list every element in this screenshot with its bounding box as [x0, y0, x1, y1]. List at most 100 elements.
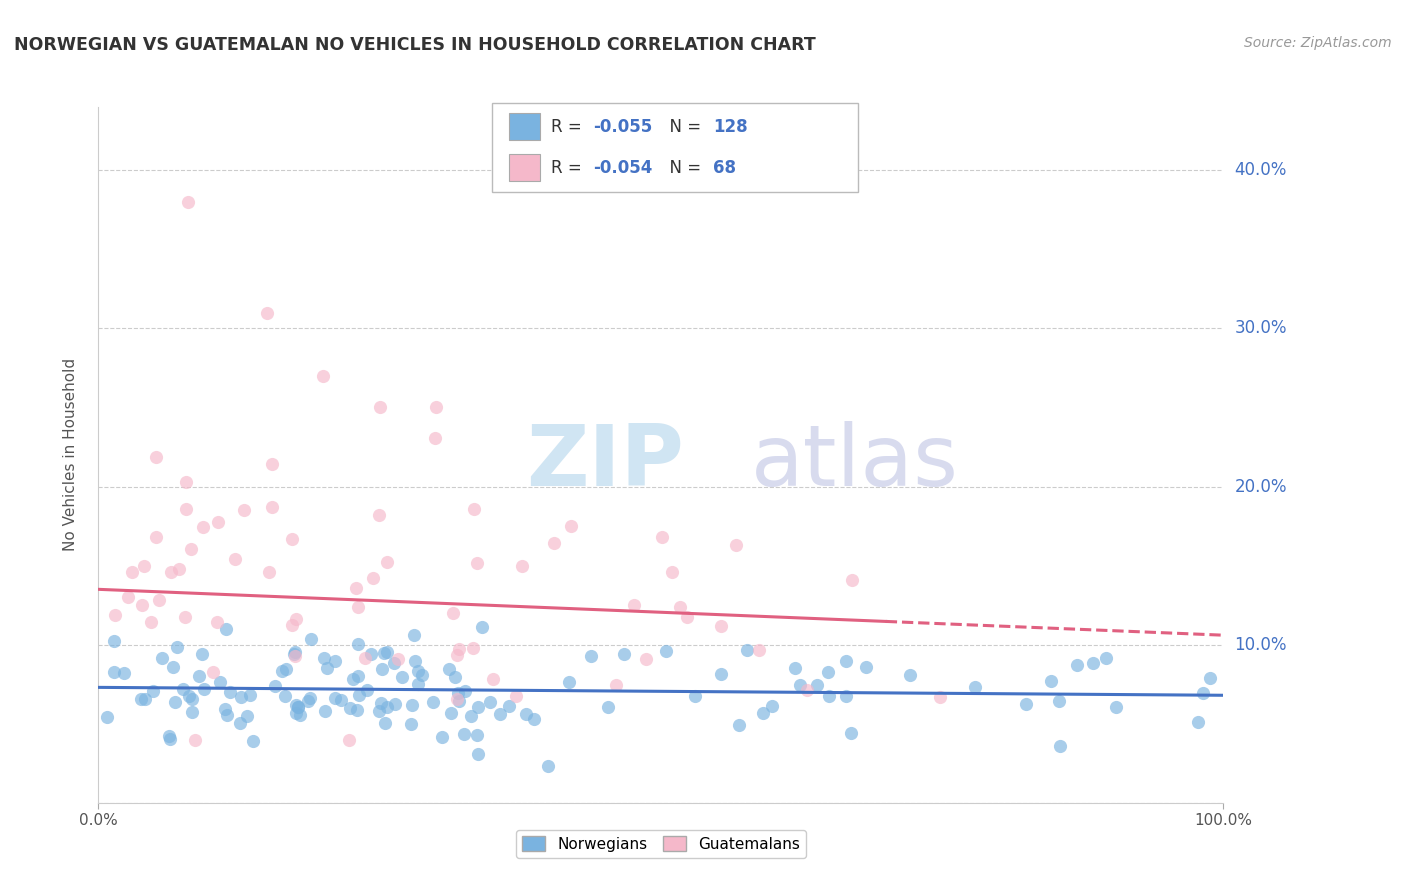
Point	[460, 709, 482, 723]
Point	[761, 699, 783, 714]
Point	[463, 502, 485, 516]
Point	[613, 647, 636, 661]
Point	[215, 707, 238, 722]
Point	[287, 699, 309, 714]
Point	[515, 706, 537, 721]
Point	[1095, 651, 1118, 665]
Point	[191, 647, 214, 661]
Point	[112, 666, 135, 681]
Point	[928, 690, 950, 704]
Point	[299, 632, 322, 646]
Point	[440, 706, 463, 721]
Point	[661, 566, 683, 580]
Text: N =: N =	[659, 118, 707, 136]
Point	[855, 660, 877, 674]
Point	[471, 620, 494, 634]
Point	[834, 654, 856, 668]
Point	[285, 612, 308, 626]
Point	[342, 672, 364, 686]
Point	[375, 555, 398, 569]
Point	[288, 708, 311, 723]
Text: 20.0%: 20.0%	[1234, 477, 1286, 496]
Point	[231, 690, 253, 704]
Point	[835, 690, 858, 704]
Point	[284, 649, 307, 664]
Point	[1039, 673, 1062, 688]
Point	[1105, 700, 1128, 714]
Point	[408, 677, 430, 691]
Point	[449, 642, 471, 657]
Point	[1198, 671, 1220, 685]
Point	[148, 593, 170, 607]
Text: R =: R =	[551, 118, 588, 136]
Point	[181, 692, 204, 706]
Point	[344, 581, 367, 595]
Point	[166, 640, 188, 654]
Point	[498, 699, 520, 714]
Point	[423, 431, 446, 445]
Text: ZIP: ZIP	[526, 421, 683, 504]
Point	[543, 536, 565, 550]
Point	[165, 695, 187, 709]
Point	[315, 661, 337, 675]
Point	[360, 648, 382, 662]
Point	[454, 684, 477, 698]
Y-axis label: No Vehicles in Household: No Vehicles in Household	[63, 359, 77, 551]
Point	[121, 566, 143, 580]
Text: 40.0%: 40.0%	[1234, 161, 1286, 179]
Point	[172, 681, 194, 696]
Text: Source: ZipAtlas.com: Source: ZipAtlas.com	[1244, 36, 1392, 50]
Point	[441, 606, 464, 620]
Point	[446, 686, 468, 700]
Point	[162, 660, 184, 674]
Point	[191, 520, 214, 534]
Point	[623, 598, 645, 612]
Point	[207, 615, 229, 629]
Point	[160, 565, 183, 579]
Point	[235, 709, 257, 723]
Point	[314, 650, 336, 665]
Point	[422, 695, 444, 709]
Point	[134, 692, 156, 706]
Point	[262, 457, 284, 471]
Point	[375, 699, 398, 714]
Point	[104, 607, 127, 622]
Point	[465, 556, 488, 570]
Point	[1083, 656, 1105, 670]
Point	[374, 715, 396, 730]
Point	[411, 668, 433, 682]
Point	[841, 573, 863, 587]
Point	[368, 401, 391, 415]
Point	[177, 689, 200, 703]
Point	[188, 668, 211, 682]
Point	[312, 368, 335, 383]
Point	[581, 648, 603, 663]
Point	[224, 551, 246, 566]
Point	[202, 665, 225, 679]
Point	[371, 662, 394, 676]
Point	[96, 709, 118, 723]
Point	[558, 674, 581, 689]
Point	[285, 698, 308, 712]
Point	[1066, 658, 1088, 673]
Point	[634, 652, 657, 666]
Point	[425, 401, 447, 415]
Point	[285, 706, 308, 721]
Point	[287, 700, 309, 714]
Point	[467, 699, 489, 714]
Point	[150, 651, 173, 665]
Point	[710, 618, 733, 632]
Point	[505, 689, 527, 703]
Point	[347, 688, 370, 702]
Point	[129, 691, 152, 706]
Point	[437, 662, 460, 676]
Point	[537, 759, 560, 773]
Point	[783, 661, 806, 675]
Point	[208, 675, 231, 690]
Text: atlas: atlas	[751, 421, 959, 504]
Point	[103, 634, 125, 648]
Point	[370, 696, 392, 710]
Point	[748, 643, 770, 657]
Point	[157, 729, 180, 743]
Point	[214, 702, 236, 716]
